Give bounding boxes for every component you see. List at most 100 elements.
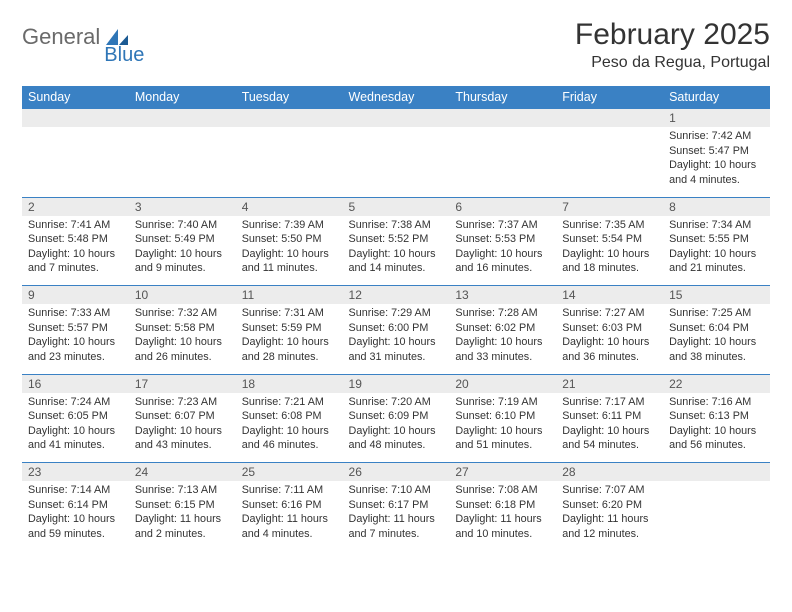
day-cell: Sunrise: 7:27 AMSunset: 6:03 PMDaylight:…	[556, 304, 663, 374]
sunrise-text: Sunrise: 7:24 AM	[28, 395, 123, 410]
day-cell: Sunrise: 7:13 AMSunset: 6:15 PMDaylight:…	[129, 481, 236, 551]
daylight-text: Daylight: 11 hours and 12 minutes.	[562, 512, 657, 541]
day-number: 18	[236, 375, 343, 393]
day-number: 14	[556, 286, 663, 304]
sunrise-text: Sunrise: 7:29 AM	[349, 306, 444, 321]
daylight-text: Daylight: 10 hours and 56 minutes.	[669, 424, 764, 453]
day-cell: Sunrise: 7:19 AMSunset: 6:10 PMDaylight:…	[449, 393, 556, 463]
daylight-text: Daylight: 10 hours and 59 minutes.	[28, 512, 123, 541]
day-number: 19	[343, 375, 450, 393]
daylight-text: Daylight: 10 hours and 9 minutes.	[135, 247, 230, 276]
day-cell	[129, 127, 236, 197]
weekday-header: Thursday	[449, 86, 556, 109]
calendar-table: SundayMondayTuesdayWednesdayThursdayFrid…	[22, 86, 770, 551]
sunrise-text: Sunrise: 7:21 AM	[242, 395, 337, 410]
sunrise-text: Sunrise: 7:25 AM	[669, 306, 764, 321]
location-label: Peso da Regua, Portugal	[575, 54, 770, 72]
daylight-text: Daylight: 10 hours and 36 minutes.	[562, 335, 657, 364]
day-number: 17	[129, 375, 236, 393]
day-cell: Sunrise: 7:39 AMSunset: 5:50 PMDaylight:…	[236, 216, 343, 286]
sunrise-text: Sunrise: 7:28 AM	[455, 306, 550, 321]
daylight-text: Daylight: 10 hours and 48 minutes.	[349, 424, 444, 453]
title-block: February 2025 Peso da Regua, Portugal	[575, 18, 770, 72]
empty-day	[343, 109, 450, 127]
day-cell: Sunrise: 7:25 AMSunset: 6:04 PMDaylight:…	[663, 304, 770, 374]
day-number: 6	[449, 198, 556, 216]
daylight-text: Daylight: 10 hours and 41 minutes.	[28, 424, 123, 453]
day-cell	[22, 127, 129, 197]
daynum-row: 2345678	[22, 197, 770, 216]
day-cell	[236, 127, 343, 197]
sunrise-text: Sunrise: 7:34 AM	[669, 218, 764, 233]
day-cell: Sunrise: 7:08 AMSunset: 6:18 PMDaylight:…	[449, 481, 556, 551]
daylight-text: Daylight: 10 hours and 11 minutes.	[242, 247, 337, 276]
sunset-text: Sunset: 5:59 PM	[242, 321, 337, 336]
day-cell: Sunrise: 7:42 AMSunset: 5:47 PMDaylight:…	[663, 127, 770, 197]
sunrise-text: Sunrise: 7:19 AM	[455, 395, 550, 410]
day-number: 25	[236, 463, 343, 481]
sunrise-text: Sunrise: 7:42 AM	[669, 129, 764, 144]
day-cell: Sunrise: 7:34 AMSunset: 5:55 PMDaylight:…	[663, 216, 770, 286]
sunrise-text: Sunrise: 7:27 AM	[562, 306, 657, 321]
weekday-header: Monday	[129, 86, 236, 109]
day-number: 2	[22, 198, 129, 216]
day-number: 7	[556, 198, 663, 216]
sunset-text: Sunset: 6:07 PM	[135, 409, 230, 424]
daylight-text: Daylight: 11 hours and 4 minutes.	[242, 512, 337, 541]
sunset-text: Sunset: 6:03 PM	[562, 321, 657, 336]
day-cell	[663, 481, 770, 551]
sunrise-text: Sunrise: 7:32 AM	[135, 306, 230, 321]
daylight-text: Daylight: 10 hours and 7 minutes.	[28, 247, 123, 276]
sunset-text: Sunset: 5:50 PM	[242, 232, 337, 247]
day-cell: Sunrise: 7:40 AMSunset: 5:49 PMDaylight:…	[129, 216, 236, 286]
day-cell: Sunrise: 7:31 AMSunset: 5:59 PMDaylight:…	[236, 304, 343, 374]
daylight-text: Daylight: 10 hours and 38 minutes.	[669, 335, 764, 364]
logo-word2: Blue	[104, 44, 144, 67]
daynum-row: 9101112131415	[22, 286, 770, 305]
sunset-text: Sunset: 6:09 PM	[349, 409, 444, 424]
sunset-text: Sunset: 6:04 PM	[669, 321, 764, 336]
day-cell	[449, 127, 556, 197]
day-number: 11	[236, 286, 343, 304]
month-title: February 2025	[575, 18, 770, 52]
sunrise-text: Sunrise: 7:20 AM	[349, 395, 444, 410]
sunset-text: Sunset: 6:16 PM	[242, 498, 337, 513]
weekday-header: Tuesday	[236, 86, 343, 109]
page-header: General Blue February 2025 Peso da Regua…	[22, 18, 770, 72]
day-cell: Sunrise: 7:17 AMSunset: 6:11 PMDaylight:…	[556, 393, 663, 463]
sunset-text: Sunset: 6:13 PM	[669, 409, 764, 424]
sunrise-text: Sunrise: 7:41 AM	[28, 218, 123, 233]
daylight-text: Daylight: 11 hours and 10 minutes.	[455, 512, 550, 541]
day-cell: Sunrise: 7:10 AMSunset: 6:17 PMDaylight:…	[343, 481, 450, 551]
sunset-text: Sunset: 6:00 PM	[349, 321, 444, 336]
day-cell: Sunrise: 7:37 AMSunset: 5:53 PMDaylight:…	[449, 216, 556, 286]
weekday-header: Saturday	[663, 86, 770, 109]
day-cell	[556, 127, 663, 197]
daylight-text: Daylight: 10 hours and 16 minutes.	[455, 247, 550, 276]
sunrise-text: Sunrise: 7:08 AM	[455, 483, 550, 498]
weekday-header: Friday	[556, 86, 663, 109]
sunset-text: Sunset: 6:10 PM	[455, 409, 550, 424]
daylight-text: Daylight: 10 hours and 51 minutes.	[455, 424, 550, 453]
sunset-text: Sunset: 5:55 PM	[669, 232, 764, 247]
sunrise-text: Sunrise: 7:35 AM	[562, 218, 657, 233]
day-number: 13	[449, 286, 556, 304]
daylight-text: Daylight: 10 hours and 4 minutes.	[669, 158, 764, 187]
empty-day	[556, 109, 663, 127]
empty-day	[663, 463, 770, 481]
day-number: 5	[343, 198, 450, 216]
daylight-text: Daylight: 10 hours and 18 minutes.	[562, 247, 657, 276]
day-cell: Sunrise: 7:29 AMSunset: 6:00 PMDaylight:…	[343, 304, 450, 374]
daylight-text: Daylight: 10 hours and 14 minutes.	[349, 247, 444, 276]
sunset-text: Sunset: 5:58 PM	[135, 321, 230, 336]
daylight-text: Daylight: 10 hours and 54 minutes.	[562, 424, 657, 453]
sunrise-text: Sunrise: 7:33 AM	[28, 306, 123, 321]
weekday-header-row: SundayMondayTuesdayWednesdayThursdayFrid…	[22, 86, 770, 109]
sunrise-text: Sunrise: 7:31 AM	[242, 306, 337, 321]
daylight-text: Daylight: 10 hours and 43 minutes.	[135, 424, 230, 453]
day-cell: Sunrise: 7:16 AMSunset: 6:13 PMDaylight:…	[663, 393, 770, 463]
day-number: 20	[449, 375, 556, 393]
day-cell	[343, 127, 450, 197]
sunset-text: Sunset: 6:20 PM	[562, 498, 657, 513]
sunset-text: Sunset: 5:53 PM	[455, 232, 550, 247]
